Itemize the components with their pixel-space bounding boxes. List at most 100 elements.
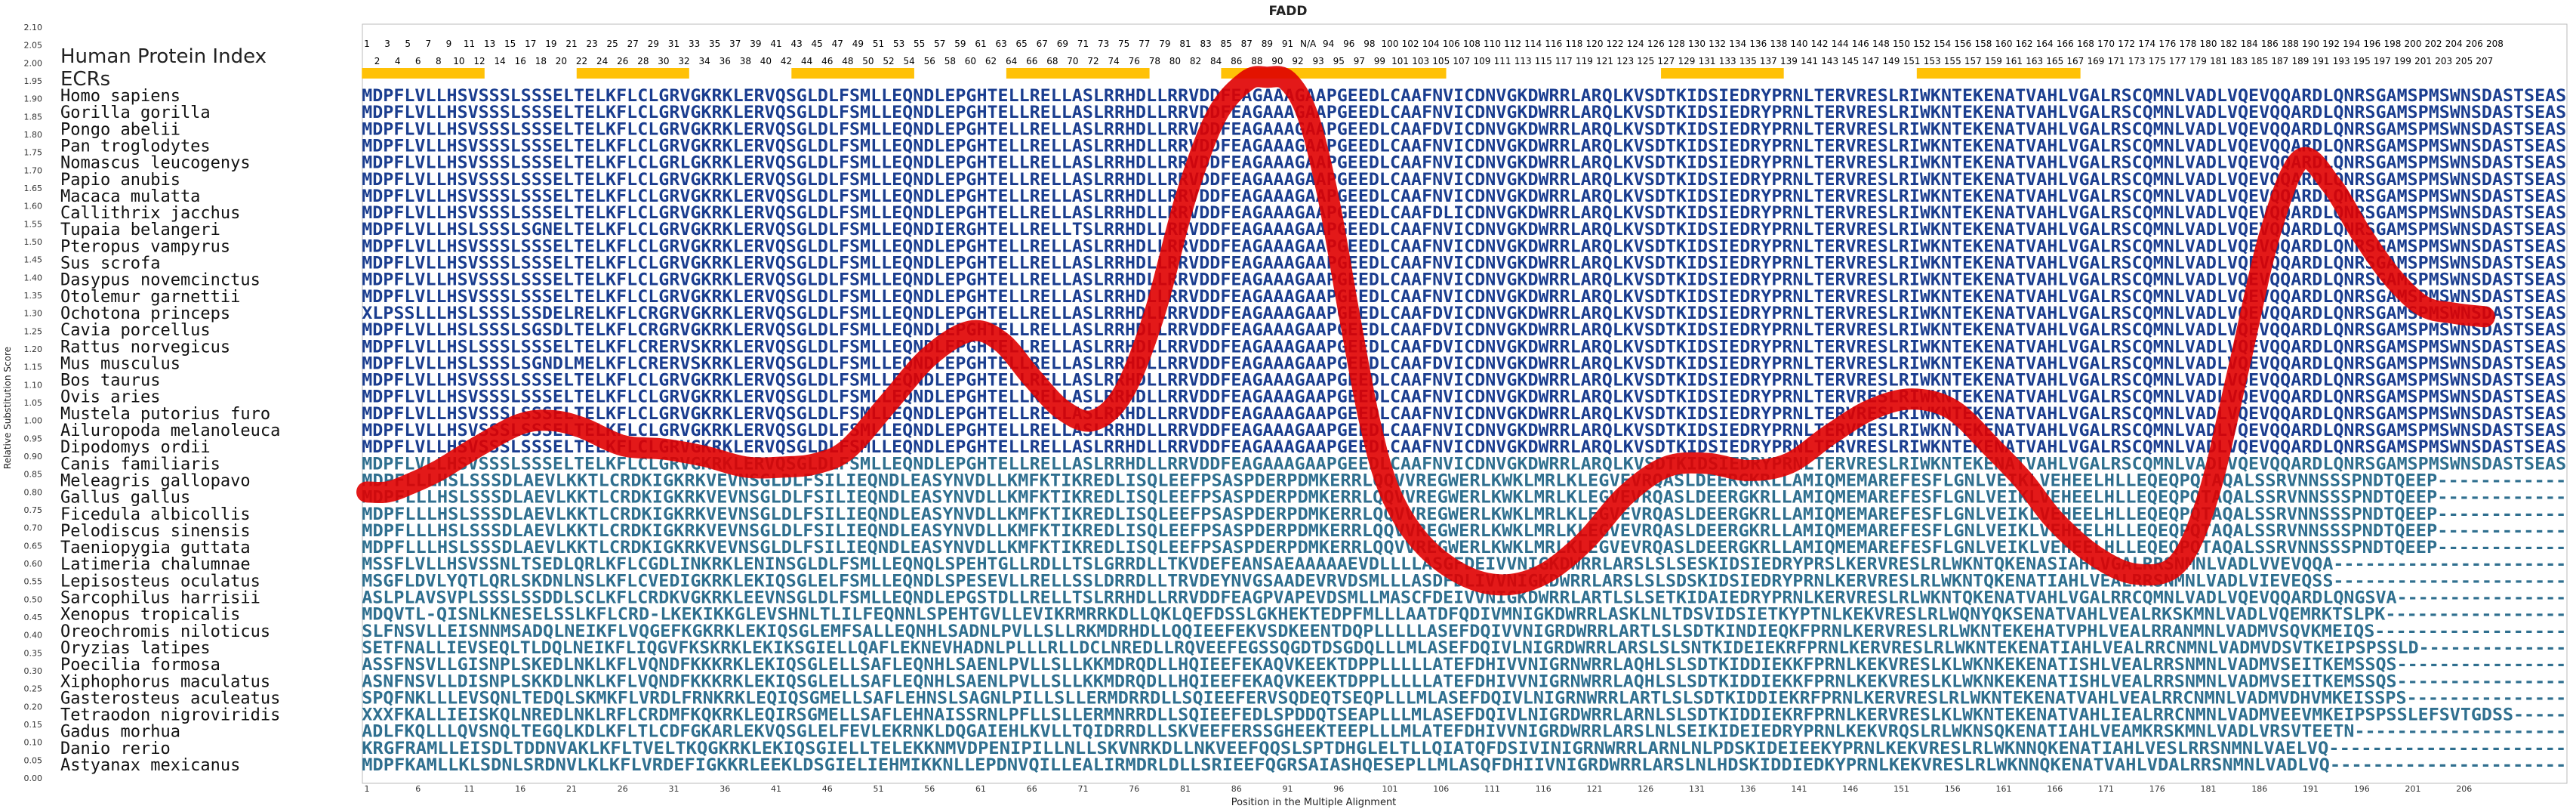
ecr-label: ECRs — [60, 68, 110, 91]
species-label: Canis familiaris — [60, 455, 220, 474]
x-tick-label: 31 — [669, 784, 679, 794]
hpi-index-odd: 200 — [2405, 39, 2422, 49]
hpi-index-odd: 164 — [2036, 39, 2054, 49]
x-axis-ticks: 1 6 11 16 21 26 31 36 41 46 51 56 61 66 71 76 81 86 91 96 10… — [365, 784, 2473, 794]
x-tick-label: 61 — [975, 784, 986, 794]
hpi-index-odd: 112 — [1504, 39, 1521, 49]
y-tick-label: 0.60 — [24, 559, 43, 569]
x-tick-label: 196 — [2354, 784, 2370, 794]
hpi-index-even: 165 — [2046, 56, 2063, 66]
hpi-index-even: 28 — [637, 56, 649, 66]
hpi-index-even: 48 — [842, 56, 853, 66]
hpi-index-odd: 150 — [1893, 39, 1910, 49]
hpi-index-even: 185 — [2251, 56, 2268, 66]
x-tick-label: 116 — [1536, 784, 1551, 794]
sequence-row: MDPFLVLLHSVSSSLSSSELTELKFLCLGRVGKRKLERVQ… — [362, 187, 2566, 206]
ecr-bar — [791, 68, 914, 79]
sequence-row: SLFNSVLLEISNNMSADQLNEIKFLVQGEFKGKRKLEKIQ… — [362, 622, 2566, 641]
hpi-index-even: 103 — [1412, 56, 1429, 66]
hpi-index-even: 181 — [2210, 56, 2227, 66]
x-tick-label: 136 — [1740, 784, 1756, 794]
hpi-index-even: 119 — [1576, 56, 1593, 66]
hpi-index-odd: 55 — [914, 39, 925, 49]
species-label: Sarcophilus harrisii — [60, 589, 260, 608]
hpi-index-even: 101 — [1391, 56, 1409, 66]
sequence-row: XXXFKALLIEISKQLNREDLNKLRFLCRDMFKQKRKLEQI… — [362, 705, 2566, 725]
y-tick-label: 1.00 — [24, 416, 43, 426]
sequence-row: MDPFLVLLHSLSSSLSSSELTELKFLCRERVSKRKLERVQ… — [362, 337, 2566, 357]
y-tick-label: 2.05 — [24, 41, 43, 51]
hpi-index-even: 42 — [781, 56, 792, 66]
hpi-index-even: 145 — [1841, 56, 1859, 66]
hpi-index-odd: 89 — [1262, 39, 1273, 49]
hpi-index-even: 139 — [1780, 56, 1798, 66]
hpi-index-odd: 9 — [446, 39, 452, 49]
hpi-index-odd: 100 — [1382, 39, 1399, 49]
hpi-index-odd: 96 — [1343, 39, 1354, 49]
hpi-index-even: 187 — [2271, 56, 2288, 66]
hpi-index-even: 149 — [1882, 56, 1900, 66]
hpi-index-even: 44 — [801, 56, 812, 66]
y-tick-label: 0.15 — [24, 720, 43, 730]
y-tick-label: 0.80 — [24, 487, 43, 497]
hpi-index-odd: 190 — [2302, 39, 2319, 49]
y-tick-label: 0.50 — [24, 594, 43, 604]
hpi-index-odd: 27 — [627, 39, 639, 49]
hpi-index-odd: 59 — [954, 39, 966, 49]
y-tick-label: 0.70 — [24, 523, 43, 533]
hpi-index-odd: 87 — [1241, 39, 1253, 49]
x-tick-label: 151 — [1893, 784, 1909, 794]
hpi-index-odd: 1 — [364, 39, 370, 49]
sequence-row: XLPSSLLLHSLSSSLSSDELRELKFLCRGRVGKRKLERVQ… — [362, 304, 2566, 323]
species-label: Meleagris gallopavo — [60, 471, 251, 490]
x-tick-label: 41 — [771, 784, 781, 794]
x-tick-label: 146 — [1842, 784, 1858, 794]
hpi-index-odd: 202 — [2425, 39, 2442, 49]
y-tick-label: 1.20 — [24, 344, 43, 354]
sequence-row: MDPFLVLLHSVSSSLSSSELTELKFLCLGRVGKRKLERVQ… — [362, 287, 2566, 307]
y-tick-label: 0.90 — [24, 452, 43, 462]
hpi-index-odd: 156 — [1954, 39, 1971, 49]
species-label: Tupaia belangeri — [60, 221, 220, 239]
hpi-index-odd: 71 — [1077, 39, 1089, 49]
x-tick-label: 36 — [719, 784, 730, 794]
x-tick-label: 156 — [1945, 784, 1961, 794]
hpi-index-even: 30 — [658, 56, 669, 66]
species-label: Pongo abelii — [60, 120, 180, 139]
sequence-row: MDPFLVLLHSLSSSLSGNELTELKFLCLGRVGKRKLERVQ… — [362, 220, 2566, 239]
hpi-index-odd: 114 — [1524, 39, 1542, 49]
x-tick-label: 71 — [1078, 784, 1089, 794]
hpi-index-even: 76 — [1129, 56, 1140, 66]
y-tick-label: 0.35 — [24, 648, 43, 658]
species-label: Rattus norvegicus — [60, 338, 230, 357]
hpi-index-even: 60 — [965, 56, 976, 66]
hpi-index-even: 32 — [678, 56, 689, 66]
hpi-index-odd: 19 — [545, 39, 556, 49]
sequence-row: MDPFLVLLHSVSSSLSSSELTELKFLCLGRLGKRKLERVQ… — [362, 153, 2566, 173]
hpi-index-even: 175 — [2149, 56, 2166, 66]
hpi-index-even: 141 — [1801, 56, 1818, 66]
x-tick-label: 56 — [924, 784, 935, 794]
hpi-index-even: 169 — [2087, 56, 2104, 66]
x-tick-label: 161 — [1996, 784, 2012, 794]
hpi-index-odd: N/A — [1300, 39, 1317, 49]
hpi-index-odd: 130 — [1688, 39, 1706, 49]
hpi-index-even: 153 — [1924, 56, 1941, 66]
y-tick-label: 1.10 — [24, 380, 43, 390]
hpi-index-odd: 192 — [2322, 39, 2340, 49]
hpi-index-odd: 85 — [1221, 39, 1232, 49]
y-tick-label: 1.15 — [24, 363, 43, 372]
hpi-index-odd: 77 — [1139, 39, 1150, 49]
hpi-index-odd: 132 — [1709, 39, 1726, 49]
x-tick-label: 121 — [1587, 784, 1603, 794]
species-label: Bos taurus — [60, 372, 160, 391]
y-tick-label: 0.25 — [24, 684, 43, 694]
y-tick-label: 1.60 — [24, 202, 43, 211]
species-label: Tetraodon nigroviridis — [60, 706, 280, 725]
hpi-index-odd: 134 — [1729, 39, 1746, 49]
sequence-row: MDPFLVLLHSVSSSLSSSELTELKFLCLGRVGKRKLERVQ… — [362, 86, 2566, 106]
x-tick-label: 201 — [2405, 784, 2421, 794]
species-label: Xiphophorus maculatus — [60, 672, 270, 691]
hpi-index-odd: 39 — [750, 39, 761, 49]
